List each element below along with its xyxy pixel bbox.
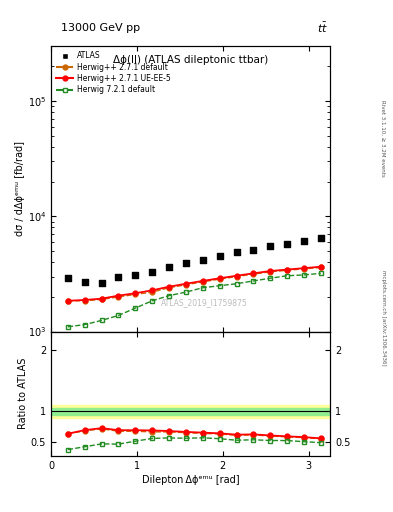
Bar — [51, 409, 330, 415]
Herwig++ 2.7.1 UE-EE-5 — [234, 273, 239, 279]
Herwig++ 2.7.1 UE-EE-5 — [83, 297, 87, 303]
Herwig++ 2.7.1 default — [99, 296, 104, 303]
Herwig++ 2.7.1 UE-EE-5 — [116, 292, 121, 298]
Herwig++ 2.7.1 default — [301, 266, 306, 272]
Bar — [51, 406, 330, 418]
Herwig 7.2.1 default — [268, 275, 273, 281]
ATLAS — [115, 273, 121, 282]
ATLAS — [200, 255, 206, 264]
Herwig 7.2.1 default — [66, 324, 70, 330]
Herwig++ 2.7.1 default — [285, 267, 290, 273]
Herwig 7.2.1 default — [285, 273, 290, 279]
Herwig++ 2.7.1 UE-EE-5 — [285, 267, 290, 273]
ATLAS — [250, 246, 257, 254]
ATLAS — [301, 237, 307, 245]
Herwig++ 2.7.1 UE-EE-5 — [318, 264, 323, 270]
Herwig 7.2.1 default — [200, 285, 205, 291]
Text: ATLAS_2019_I1759875: ATLAS_2019_I1759875 — [161, 298, 248, 308]
Herwig++ 2.7.1 UE-EE-5 — [184, 281, 188, 287]
Herwig++ 2.7.1 UE-EE-5 — [301, 265, 306, 271]
Herwig++ 2.7.1 UE-EE-5 — [167, 284, 171, 290]
Herwig 7.2.1 default — [301, 272, 306, 278]
Herwig++ 2.7.1 default — [116, 294, 121, 300]
Line: Herwig 7.2.1 default: Herwig 7.2.1 default — [66, 271, 323, 329]
Herwig 7.2.1 default — [167, 292, 171, 298]
Y-axis label: Ratio to ATLAS: Ratio to ATLAS — [18, 358, 28, 429]
Text: Rivet 3.1.10, ≥ 3.2M events: Rivet 3.1.10, ≥ 3.2M events — [381, 100, 386, 177]
ATLAS — [267, 242, 274, 250]
X-axis label: Dilepton Δϕᵉᵐᵘ [rad]: Dilepton Δϕᵉᵐᵘ [rad] — [142, 475, 239, 485]
ATLAS — [82, 278, 88, 286]
Herwig++ 2.7.1 UE-EE-5 — [66, 297, 70, 304]
Herwig++ 2.7.1 default — [133, 291, 138, 297]
Herwig++ 2.7.1 default — [318, 264, 323, 270]
ATLAS — [217, 252, 223, 261]
ATLAS — [183, 260, 189, 268]
Herwig 7.2.1 default — [116, 312, 121, 318]
Y-axis label: dσ / dΔϕᵉᵐᵘ [fb/rad]: dσ / dΔϕᵉᵐᵘ [fb/rad] — [15, 141, 25, 237]
Text: $t\bar{t}$: $t\bar{t}$ — [317, 21, 328, 35]
ATLAS — [149, 268, 155, 276]
Text: 13000 GeV pp: 13000 GeV pp — [61, 23, 140, 33]
Text: Δϕ(ll) (ATLAS dileptonic ttbar): Δϕ(ll) (ATLAS dileptonic ttbar) — [113, 55, 268, 65]
Herwig++ 2.7.1 UE-EE-5 — [200, 278, 205, 284]
Herwig++ 2.7.1 default — [184, 282, 188, 288]
Herwig++ 2.7.1 default — [150, 289, 154, 295]
Herwig 7.2.1 default — [150, 297, 154, 304]
Herwig 7.2.1 default — [318, 270, 323, 276]
Herwig 7.2.1 default — [217, 283, 222, 289]
Herwig++ 2.7.1 default — [66, 297, 70, 304]
Herwig 7.2.1 default — [251, 278, 256, 284]
Herwig++ 2.7.1 default — [234, 273, 239, 280]
ATLAS — [318, 234, 324, 242]
Herwig++ 2.7.1 default — [200, 279, 205, 285]
ATLAS — [132, 271, 139, 279]
Herwig 7.2.1 default — [234, 281, 239, 287]
Herwig 7.2.1 default — [184, 289, 188, 295]
Herwig++ 2.7.1 default — [167, 285, 171, 291]
Herwig++ 2.7.1 default — [268, 269, 273, 275]
Line: Herwig++ 2.7.1 UE-EE-5: Herwig++ 2.7.1 UE-EE-5 — [66, 264, 323, 303]
Herwig++ 2.7.1 UE-EE-5 — [99, 295, 104, 302]
Herwig++ 2.7.1 default — [251, 271, 256, 277]
ATLAS — [65, 274, 71, 282]
Legend: ATLAS, Herwig++ 2.7.1 default, Herwig++ 2.7.1 UE-EE-5, Herwig 7.2.1 default: ATLAS, Herwig++ 2.7.1 default, Herwig++ … — [55, 50, 173, 96]
Herwig++ 2.7.1 default — [217, 276, 222, 282]
Text: mcplots.cern.ch [arXiv:1306.3436]: mcplots.cern.ch [arXiv:1306.3436] — [381, 270, 386, 365]
ATLAS — [99, 279, 105, 287]
Line: Herwig++ 2.7.1 default: Herwig++ 2.7.1 default — [66, 265, 323, 303]
ATLAS — [284, 240, 290, 248]
Herwig 7.2.1 default — [83, 322, 87, 328]
ATLAS — [166, 263, 172, 271]
ATLAS — [233, 248, 240, 256]
Herwig++ 2.7.1 UE-EE-5 — [150, 287, 154, 293]
Herwig++ 2.7.1 UE-EE-5 — [133, 290, 138, 296]
Herwig 7.2.1 default — [99, 317, 104, 324]
Herwig++ 2.7.1 UE-EE-5 — [217, 275, 222, 281]
Herwig 7.2.1 default — [133, 305, 138, 311]
Herwig++ 2.7.1 default — [83, 297, 87, 304]
Herwig++ 2.7.1 UE-EE-5 — [251, 270, 256, 276]
Herwig++ 2.7.1 UE-EE-5 — [268, 268, 273, 274]
